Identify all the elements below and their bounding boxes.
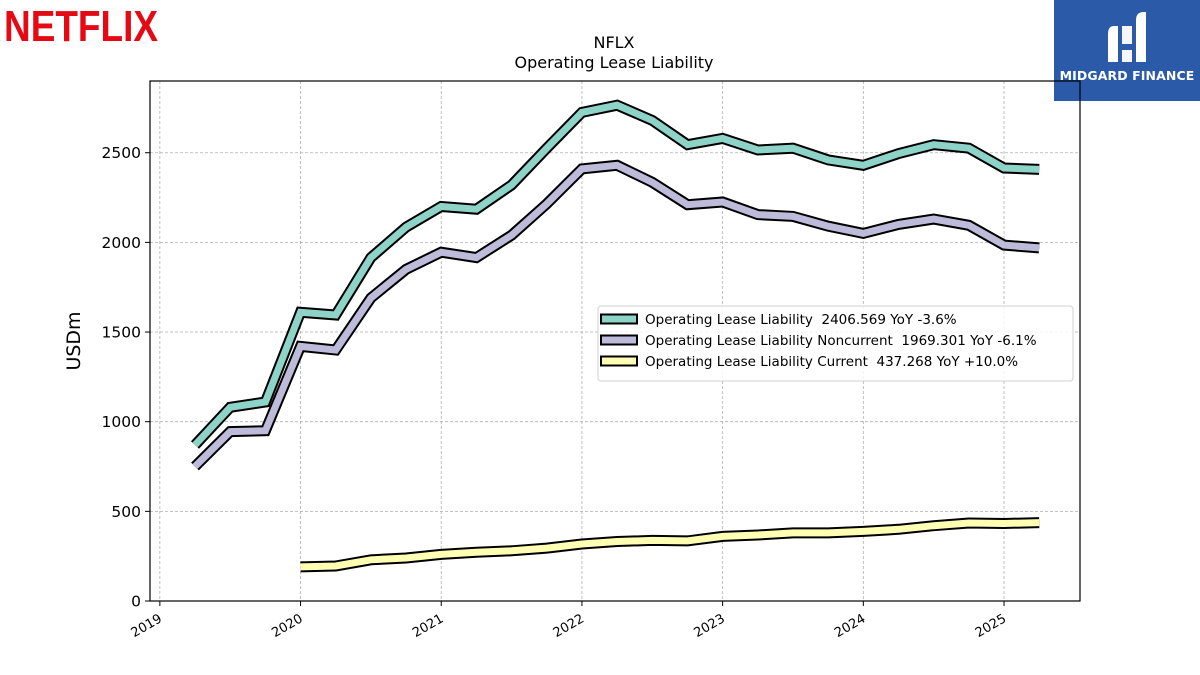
- x-tick-label: 2021: [410, 611, 446, 641]
- x-tick-label: 2022: [551, 611, 587, 641]
- partner-badge: MIDGARD FINANCE: [1054, 0, 1200, 101]
- legend-entry-label: Operating Lease Liability 2406.569 YoY -…: [645, 312, 957, 328]
- x-tick-label: 2020: [269, 611, 305, 641]
- plot-frame: [149, 80, 1081, 602]
- x-tick-label: 2025: [973, 611, 1009, 641]
- y-tick-label: 500: [111, 503, 141, 521]
- x-tick-label: 2023: [691, 611, 727, 641]
- legend: Operating Lease Liability 2406.569 YoY -…: [597, 305, 1074, 382]
- legend-swatch: [600, 313, 638, 325]
- legend-box: [597, 305, 1074, 382]
- series-lines: [190, 99, 1040, 573]
- y-axis-label: USDm: [63, 311, 85, 370]
- chart-title: NFLX: [593, 33, 634, 52]
- y-tick-label: 2500: [102, 144, 141, 162]
- partner-name: MIDGARD FINANCE: [1059, 68, 1195, 83]
- series-0-line: [192, 101, 1040, 448]
- chart-subtitle: Operating Lease Liability: [514, 53, 713, 72]
- legend-entry-label: Operating Lease Liability Noncurrent 196…: [645, 333, 1037, 349]
- netflix-logo-wordmark: NETFLIX: [4, 2, 158, 51]
- series-2-line: [300, 519, 1040, 571]
- axes: 0 500 1000 1500 2000 2500 2019 2020 2021 2022 2023…: [102, 144, 1009, 641]
- x-tick-label: 2019: [129, 611, 165, 641]
- y-tick-label: 1500: [102, 324, 141, 342]
- netflix-logo: NETFLIX: [4, 0, 164, 52]
- midgard-logo-icon: [1108, 12, 1146, 62]
- netflix-logo-text: NETFLIX: [4, 2, 158, 51]
- legend-swatch: [600, 355, 638, 367]
- series-1-line: [192, 161, 1040, 469]
- legend-swatch: [600, 334, 638, 346]
- x-tick-label: 2024: [832, 611, 868, 641]
- y-tick-label: 1000: [102, 413, 141, 431]
- y-tick-label: 0: [131, 593, 141, 611]
- legend-entry-label: Operating Lease Liability Current 437.26…: [645, 354, 1018, 370]
- series-0-outline: [190, 99, 1040, 449]
- y-tick-label: 2000: [102, 234, 141, 252]
